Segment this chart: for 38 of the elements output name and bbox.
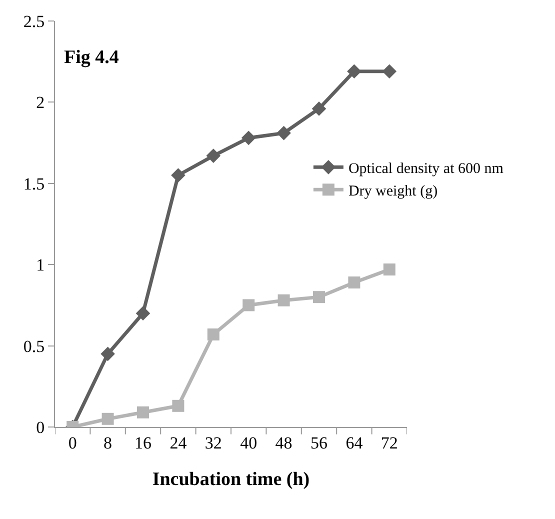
x-tick-label: 8 (104, 433, 112, 452)
x-tick-label: 64 (346, 433, 364, 452)
point (382, 64, 397, 78)
point (348, 276, 360, 288)
point (383, 263, 396, 276)
point (347, 64, 362, 78)
point (102, 412, 114, 425)
point (206, 148, 221, 163)
point (100, 346, 115, 362)
point (136, 306, 150, 320)
point (242, 299, 255, 312)
y-tick-label: 2.5 (23, 12, 45, 31)
x-tick-label: 0 (68, 433, 77, 452)
point (276, 126, 291, 140)
legend-label: Dry weight (g) (348, 184, 438, 200)
y-tick-label: 1.5 (23, 174, 45, 194)
x-tick-label: 40 (240, 433, 258, 452)
x-tick-label: 24 (170, 433, 188, 452)
y-tick-label: 2 (36, 93, 45, 112)
point (241, 130, 256, 146)
x-tick-label: 48 (275, 433, 292, 452)
point (172, 400, 184, 412)
point (312, 102, 326, 116)
point (137, 406, 149, 418)
annotation: Fig 4.4 (64, 47, 120, 68)
y-tick-label: 0.5 (23, 336, 45, 356)
point (278, 294, 290, 306)
x-tick-label: 16 (134, 433, 152, 452)
legend-label: Optical density at 600 nm (348, 161, 504, 178)
y-tick-label: 0 (36, 418, 45, 437)
y-tick-label: 1 (36, 256, 45, 275)
x-axis-title: Incubation time (h) (152, 469, 310, 490)
point (313, 291, 325, 304)
x-tick-label: 56 (310, 433, 328, 452)
x-tick-label: 72 (380, 433, 398, 452)
point (207, 328, 220, 340)
point (171, 168, 186, 182)
x-tick-label: 32 (204, 433, 222, 452)
